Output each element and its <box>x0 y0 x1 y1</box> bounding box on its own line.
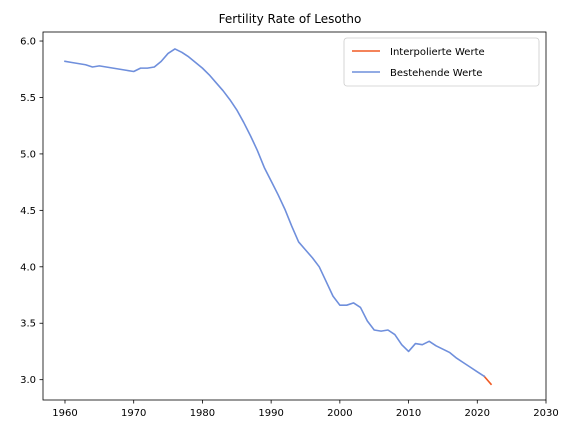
y-tick-label: 5.5 <box>20 93 36 104</box>
x-tick-label: 2030 <box>533 408 558 419</box>
chart-title: Fertility Rate of Lesotho <box>219 12 362 26</box>
x-tick-label: 2000 <box>327 408 352 419</box>
legend-label: Bestehende Werte <box>390 68 482 79</box>
y-tick-label: 4.5 <box>20 206 36 217</box>
y-tick-label: 3.5 <box>20 319 36 330</box>
series-line-interpolated <box>483 375 493 386</box>
plot-lines <box>64 48 493 386</box>
axes: 1960 1970 1980 1990 2000 2010 2020 2030 3.0 3.5 4.… <box>20 31 559 419</box>
legend-box <box>343 37 540 87</box>
y-tick-label: 6.0 <box>20 37 36 48</box>
legend-label: Interpolierte Werte <box>390 47 485 58</box>
y-tick-label: 3.0 <box>20 375 36 386</box>
x-tick-label: 2020 <box>465 408 490 419</box>
x-tick-label: 1970 <box>121 408 146 419</box>
x-tick-label: 1990 <box>258 408 283 419</box>
plot-frame <box>42 31 547 401</box>
series-line-existing <box>64 48 486 378</box>
y-tick-label: 4.0 <box>20 262 36 273</box>
y-tick-label: 5.0 <box>20 149 36 160</box>
x-tick-label: 1960 <box>52 408 77 419</box>
x-tick-label: 1980 <box>190 408 215 419</box>
x-tick-label: 2010 <box>396 408 421 419</box>
legend: Interpolierte Werte Bestehende Werte <box>343 37 540 87</box>
